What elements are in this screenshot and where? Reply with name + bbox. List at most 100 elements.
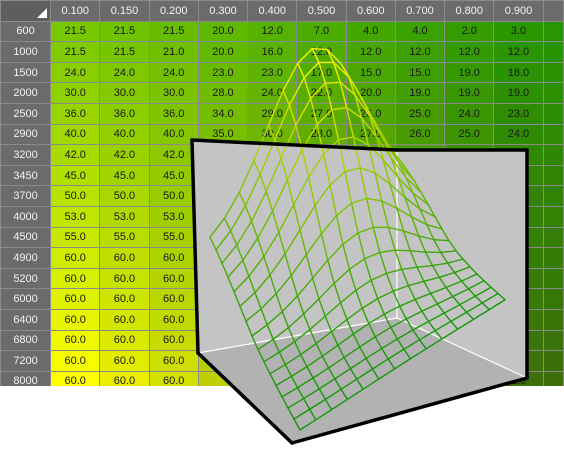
table-cell[interactable]: 36.0 [148, 102, 199, 125]
table-cell[interactable]: 42.0 [99, 144, 150, 166]
row-header[interactable]: 6800 [0, 329, 52, 352]
table-cell[interactable]: 60.0 [99, 288, 150, 310]
table-cell[interactable]: 60.0 [99, 308, 150, 331]
table-cell[interactable]: 20.0 [197, 20, 249, 43]
table-cell[interactable]: 28.0 [296, 123, 347, 146]
table-cell[interactable]: 20.0 [197, 41, 249, 63]
table-cell[interactable]: 16.0 [247, 41, 298, 63]
table-cell[interactable]: 19.0 [444, 61, 495, 84]
row-header[interactable]: 2900 [0, 123, 52, 146]
row-header[interactable]: 2500 [0, 102, 52, 125]
table-cell[interactable]: 60.0 [50, 288, 101, 310]
table-cell-partial[interactable] [542, 267, 564, 290]
table-cell[interactable]: 25.0 [444, 123, 495, 146]
table-cell[interactable]: 23.0 [493, 102, 544, 125]
table-cell[interactable]: 21.0 [148, 41, 199, 63]
table-cell[interactable]: 60.0 [148, 370, 199, 386]
table-cell[interactable]: 50.0 [50, 185, 101, 207]
table-cell[interactable]: 19.0 [394, 82, 446, 104]
table-cell[interactable]: 21.5 [148, 20, 199, 43]
table-cell[interactable]: 21.5 [99, 20, 150, 43]
column-header[interactable]: 0.700 [394, 0, 446, 22]
table-cell[interactable]: 36.0 [99, 102, 150, 125]
table-cell[interactable]: 24.0 [493, 123, 544, 146]
table-cell[interactable]: 55.0 [148, 226, 199, 249]
table-cell[interactable]: 23.0 [197, 61, 249, 84]
row-header[interactable]: 8000 [0, 370, 52, 386]
table-cell[interactable]: 60.0 [99, 350, 150, 372]
table-cell[interactable]: 60.0 [148, 267, 199, 290]
table-cell[interactable]: 12.0 [394, 41, 446, 63]
table-cell[interactable]: 60.0 [148, 308, 199, 331]
table-cell[interactable]: 2.0 [444, 20, 495, 43]
table-cell[interactable]: 60.0 [148, 329, 199, 352]
table-cell[interactable]: 24.0 [444, 102, 495, 125]
table-cell[interactable]: 60.0 [50, 350, 101, 372]
row-header[interactable]: 3200 [0, 144, 52, 166]
table-cell[interactable]: 60.0 [148, 288, 199, 310]
table-cell[interactable]: 40.0 [50, 123, 101, 146]
column-header[interactable]: 0.150 [99, 0, 150, 22]
table-cell[interactable]: 60.0 [99, 267, 150, 290]
table-cell[interactable]: 60.0 [50, 267, 101, 290]
row-header[interactable]: 3450 [0, 164, 52, 187]
table-cell[interactable]: 60.0 [99, 329, 150, 352]
table-corner[interactable] [0, 0, 52, 22]
table-cell-partial[interactable] [542, 226, 564, 249]
table-cell[interactable]: 15.0 [394, 61, 446, 84]
table-cell-partial[interactable] [542, 308, 564, 331]
table-cell-partial[interactable] [542, 370, 564, 386]
column-header[interactable]: 0.300 [197, 0, 249, 22]
row-header[interactable]: 1500 [0, 61, 52, 84]
table-cell-partial[interactable] [542, 247, 564, 269]
table-cell[interactable]: 42.0 [50, 144, 101, 166]
table-cell[interactable]: 30.0 [99, 82, 150, 104]
column-header-partial[interactable] [542, 0, 564, 22]
table-cell-partial[interactable] [542, 288, 564, 310]
table-cell-partial[interactable] [542, 20, 564, 43]
table-cell[interactable]: 60.0 [99, 370, 150, 386]
row-header[interactable]: 600 [0, 20, 52, 43]
table-cell[interactable]: 60.0 [50, 329, 101, 352]
table-cell[interactable]: 19.0 [444, 82, 495, 104]
table-cell[interactable]: 21.5 [99, 41, 150, 63]
table-cell-partial[interactable] [542, 205, 564, 228]
column-header[interactable]: 0.500 [296, 0, 347, 22]
column-header[interactable]: 0.400 [247, 0, 298, 22]
table-cell-partial[interactable] [542, 123, 564, 146]
table-cell[interactable]: 12.0 [444, 41, 495, 63]
table-cell-partial[interactable] [542, 102, 564, 125]
table-cell[interactable]: 50.0 [99, 185, 150, 207]
table-cell[interactable]: 34.0 [197, 102, 249, 125]
table-cell[interactable]: 26.0 [394, 123, 446, 146]
row-header[interactable]: 3700 [0, 185, 52, 207]
table-cell[interactable]: 18.0 [493, 61, 544, 84]
table-cell[interactable]: 60.0 [50, 370, 101, 386]
table-cell[interactable]: 60.0 [148, 247, 199, 269]
table-cell[interactable]: 15.0 [345, 61, 396, 84]
table-cell[interactable]: 60.0 [148, 350, 199, 372]
table-cell[interactable]: 60.0 [50, 308, 101, 331]
table-cell[interactable]: 21.5 [50, 41, 101, 63]
column-header[interactable]: 0.800 [444, 0, 495, 22]
column-header[interactable]: 0.100 [50, 0, 101, 22]
table-cell-partial[interactable] [542, 144, 564, 166]
table-cell[interactable]: 60.0 [99, 247, 150, 269]
table-cell[interactable]: 36.0 [50, 102, 101, 125]
table-cell-partial[interactable] [542, 41, 564, 63]
table-cell-partial[interactable] [542, 164, 564, 187]
table-cell[interactable]: 21.5 [50, 20, 101, 43]
row-header[interactable]: 6000 [0, 288, 52, 310]
table-cell[interactable]: 7.0 [296, 20, 347, 43]
table-cell[interactable]: 28.0 [197, 82, 249, 104]
table-cell-partial[interactable] [542, 350, 564, 372]
table-cell[interactable]: 12.0 [345, 41, 396, 63]
column-header[interactable]: 0.600 [345, 0, 396, 22]
table-cell[interactable]: 12.0 [296, 41, 347, 63]
table-cell[interactable]: 24.0 [99, 61, 150, 84]
table-cell[interactable]: 4.0 [394, 20, 446, 43]
row-header[interactable]: 4500 [0, 226, 52, 249]
table-cell[interactable]: 45.0 [148, 164, 199, 187]
table-cell[interactable]: 25.0 [394, 102, 446, 125]
